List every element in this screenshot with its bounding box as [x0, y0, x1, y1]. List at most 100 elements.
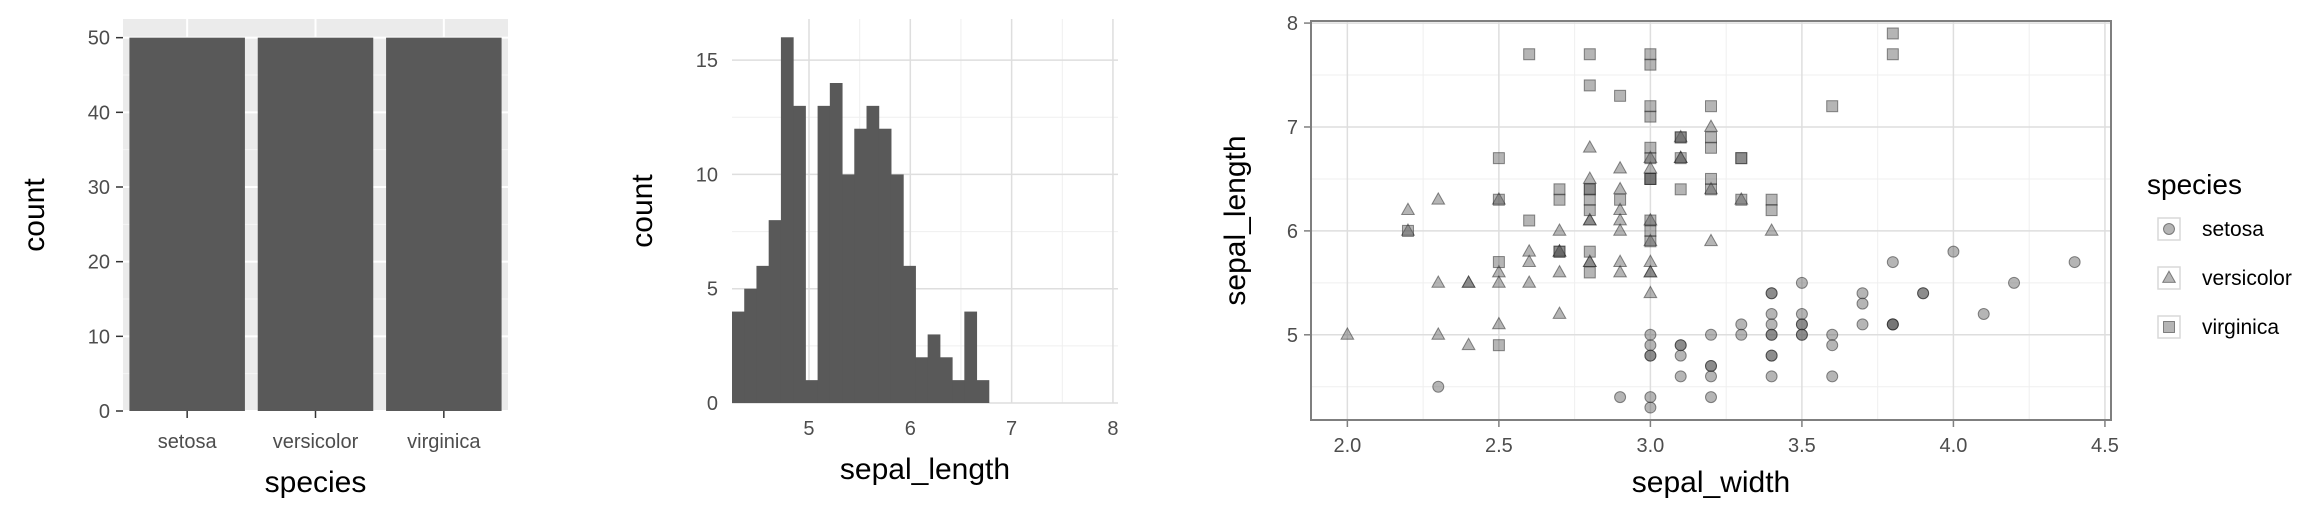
chart3-point-versicolor [1612, 264, 1628, 278]
chart3-point-virginica [1401, 224, 1414, 237]
chart3-point-versicolor [1461, 337, 1476, 351]
chart3-point-setosa [2008, 276, 2021, 289]
chart1-y-tick-label: 40 [88, 102, 110, 124]
chart3-point-setosa [1856, 318, 1869, 331]
chart2-y-ticks: 0 5 10 15 [696, 50, 718, 415]
chart2-bar [939, 357, 953, 403]
chart3-point-setosa [1856, 297, 1869, 310]
chart3-point-setosa [1432, 380, 1445, 393]
chart3-point-virginica [1674, 183, 1687, 196]
chart3-x-tick-label: 2.5 [1485, 435, 1513, 457]
chart3-point-setosa [1705, 391, 1717, 404]
chart2-bar [890, 174, 904, 403]
chart2-bars [732, 37, 990, 404]
chart3-point-virginica [1765, 193, 1778, 206]
chart3-y-tick-label: 7 [1287, 117, 1298, 139]
chart2-y-tick-label: 0 [707, 393, 718, 415]
legend-key-box [2157, 266, 2181, 290]
chart3-point-virginica [1735, 152, 1748, 165]
chart3-point-versicolor [1643, 285, 1658, 299]
chart3-point-setosa [1795, 328, 1808, 341]
species-count-bar-chart: 0 10 20 30 40 50 setosa versicolor virginica sp… [18, 19, 508, 499]
chart3-point-versicolor [1612, 254, 1628, 267]
chart3-point-versicolor [1582, 212, 1597, 226]
chart3-y-tick-label: 5 [1287, 325, 1298, 347]
chart3-point-virginica [1553, 183, 1566, 196]
chart3-point-setosa [1644, 328, 1657, 341]
chart3-point-virginica [1644, 235, 1657, 248]
chart2-bar [854, 128, 868, 403]
sepal-scatter-plot: 5 6 7 8 2.0 2.5 3.0 3.5 4.0 4.5 sepal_width sepa… [1219, 13, 2119, 499]
chart3-point-versicolor [1431, 191, 1446, 205]
chart3-point-versicolor [1461, 274, 1476, 288]
chart2-bar [952, 380, 965, 403]
chart3-point-virginica [1644, 152, 1657, 165]
chart3-point-setosa [1644, 349, 1657, 362]
chart3-point-virginica [1644, 172, 1657, 185]
legend-key-circle-icon [2163, 223, 2175, 235]
chart2-bar [793, 105, 806, 403]
chart3-point-virginica [1583, 266, 1596, 279]
chart3-x-tick-label: 3.0 [1636, 435, 1664, 457]
chart2-y-tick-label: 5 [707, 279, 718, 301]
chart2-x-tick-label: 6 [905, 418, 916, 440]
chart3-point-versicolor [1612, 160, 1628, 174]
chart3-point-virginica [1523, 214, 1536, 227]
chart3-point-virginica [1492, 339, 1505, 352]
chart1-bars [129, 37, 502, 412]
chart3-point-setosa [1705, 328, 1717, 341]
chart3-x-tick-label: 3.5 [1788, 435, 1816, 457]
chart2-bar [805, 380, 819, 403]
chart1-x-tick-label: setosa [158, 431, 218, 453]
chart3-point-setosa [1765, 287, 1778, 300]
chart2-bar [866, 105, 880, 403]
chart3-point-virginica [1492, 256, 1505, 269]
chart3-point-virginica [1886, 48, 1899, 61]
chart2-y-axis-title: count [626, 174, 659, 248]
chart2-x-tick-label: 5 [803, 418, 814, 440]
chart3-point-setosa [1674, 339, 1687, 352]
chart3-point-virginica [1644, 224, 1657, 237]
chart3-point-virginica [1583, 48, 1596, 61]
chart3-point-setosa [1735, 328, 1748, 341]
chart3-point-versicolor [1703, 233, 1719, 247]
chart3-point-versicolor [1491, 191, 1507, 205]
sepal-length-histogram: 0 5 10 15 5 6 7 8 sepal_length count [626, 19, 1118, 486]
chart3-point-setosa [1947, 245, 1960, 258]
chart3-point-setosa [1795, 276, 1808, 289]
chart3-point-virginica [1553, 245, 1566, 258]
chart3-point-setosa [1765, 370, 1778, 383]
chart2-bar [756, 265, 770, 403]
chart1-bar-virginica [386, 37, 502, 412]
chart1-y-tick-label: 0 [99, 401, 110, 423]
chart3-point-versicolor [1400, 202, 1416, 216]
chart3-point-virginica [1644, 110, 1657, 123]
legend-key-triangle-icon [2161, 270, 2177, 283]
chart3-point-setosa [1674, 349, 1687, 362]
chart3-point-virginica [1826, 100, 1839, 113]
species-legend: species setosa versicolor virginica [2147, 169, 2292, 339]
chart3-point-versicolor [1552, 264, 1567, 278]
chart2-bar [817, 105, 831, 403]
chart3-point-setosa [1644, 339, 1657, 352]
chart2-bar [976, 380, 990, 403]
chart3-point-versicolor [1491, 274, 1507, 288]
chart3-point-virginica [1765, 204, 1778, 217]
chart3-x-tick-label: 4.0 [1940, 435, 1968, 457]
chart3-point-virginica [1705, 141, 1717, 154]
chart3-point-virginica [1583, 193, 1596, 206]
chart3-point-virginica [1644, 214, 1657, 227]
chart3-point-virginica [1583, 79, 1596, 92]
chart2-bar [744, 288, 757, 403]
chart3-y-ticks: 5 6 7 8 [1287, 13, 1311, 347]
chart2-bar [915, 357, 929, 403]
chart1-y-tick-label: 10 [88, 326, 110, 348]
legend-label-virginica: virginica [2202, 316, 2279, 339]
chart3-panel-border [1310, 20, 2112, 421]
chart1-x-tick-label: versicolor [273, 431, 359, 453]
chart3-point-virginica [1705, 131, 1717, 144]
chart2-bar [732, 311, 745, 403]
chart3-point-setosa [1644, 391, 1657, 404]
chart1-bar-setosa [129, 37, 245, 412]
